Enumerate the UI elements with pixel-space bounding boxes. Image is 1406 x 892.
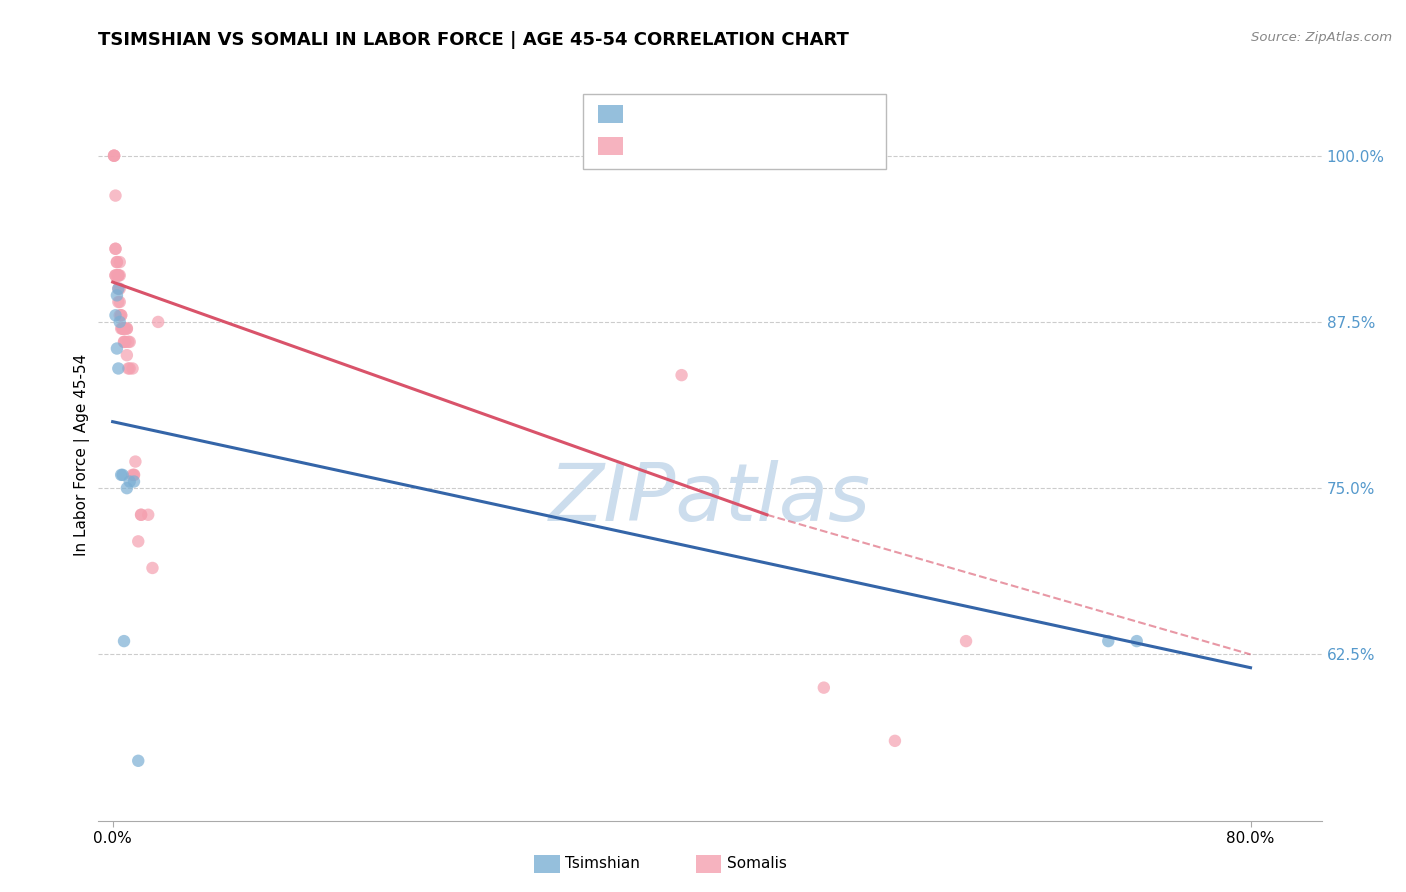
Point (124, 454, 146, 468)
Point (105, 255, 128, 269)
Point (105, 288, 128, 302)
Point (105, 255, 128, 269)
Point (107, 361, 129, 376)
Text: -0.314: -0.314 (672, 138, 727, 153)
Point (107, 268, 129, 283)
Point (107, 282, 129, 296)
Point (127, 754, 149, 768)
Point (121, 361, 143, 376)
Point (110, 467, 132, 482)
Point (108, 268, 131, 283)
Point (103, 149, 125, 163)
Point (110, 321, 132, 335)
Text: -0.543: -0.543 (672, 106, 727, 120)
Point (1097, 634, 1119, 648)
Text: N =: N = (749, 138, 783, 153)
Text: 15: 15 (785, 106, 806, 120)
Point (104, 242, 127, 256)
Point (111, 321, 134, 335)
Point (118, 334, 141, 349)
Point (117, 361, 139, 376)
Text: R =: R = (633, 138, 666, 153)
Point (117, 334, 139, 349)
Point (108, 255, 131, 269)
Point (104, 242, 127, 256)
Y-axis label: In Labor Force | Age 45-54: In Labor Force | Age 45-54 (75, 354, 90, 556)
Point (114, 321, 136, 335)
Point (112, 634, 135, 648)
Point (127, 534, 149, 549)
Point (112, 321, 135, 335)
Point (671, 368, 693, 383)
Text: 54: 54 (785, 138, 806, 153)
Point (112, 334, 135, 349)
Point (813, 681, 835, 695)
Point (110, 308, 132, 322)
Point (107, 268, 129, 283)
Text: ZIPatlas: ZIPatlas (548, 459, 872, 538)
Point (146, 315, 169, 329)
Point (112, 334, 135, 349)
Point (111, 467, 134, 482)
Point (108, 315, 131, 329)
Point (122, 475, 145, 489)
Point (104, 188, 127, 202)
Point (105, 268, 128, 283)
Point (104, 308, 127, 322)
Point (115, 348, 138, 362)
Point (115, 321, 138, 335)
Point (884, 734, 907, 748)
Point (108, 282, 131, 296)
Point (114, 334, 136, 349)
Point (110, 308, 132, 322)
Point (121, 467, 143, 482)
Point (103, 149, 125, 163)
Point (129, 508, 152, 522)
Point (108, 308, 131, 322)
Text: TSIMSHIAN VS SOMALI IN LABOR FORCE | AGE 45-54 CORRELATION CHART: TSIMSHIAN VS SOMALI IN LABOR FORCE | AGE… (98, 31, 849, 49)
Text: Somalis: Somalis (727, 856, 787, 871)
Text: R =: R = (633, 106, 666, 120)
Point (955, 634, 977, 648)
Point (1125, 634, 1147, 648)
Point (104, 268, 127, 283)
Point (122, 467, 145, 482)
Text: Tsimshian: Tsimshian (565, 856, 640, 871)
Point (107, 282, 129, 296)
Text: N =: N = (749, 106, 783, 120)
Point (122, 467, 145, 482)
Point (105, 342, 128, 356)
Point (104, 268, 127, 283)
Point (103, 149, 125, 163)
Point (129, 508, 152, 522)
Point (111, 321, 134, 335)
Point (107, 268, 129, 283)
Point (118, 361, 141, 376)
Point (107, 295, 129, 310)
Text: Source: ZipAtlas.com: Source: ZipAtlas.com (1251, 31, 1392, 45)
Point (111, 321, 134, 335)
Point (108, 295, 131, 310)
Point (141, 561, 163, 575)
Point (115, 321, 138, 335)
Point (115, 481, 138, 495)
Point (118, 475, 141, 489)
Point (136, 508, 159, 522)
